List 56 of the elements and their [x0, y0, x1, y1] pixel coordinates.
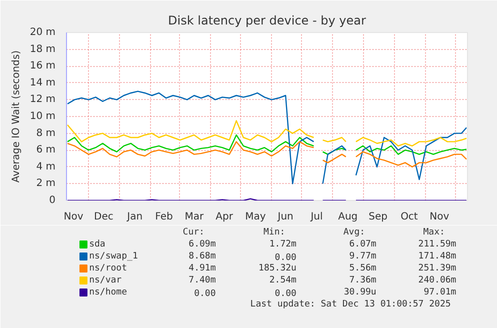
y-tick-label: 12 m [30, 94, 56, 106]
text: 8.68m [188, 252, 216, 262]
text: Cur: [182, 228, 204, 238]
y-tick-label: 2 m [36, 178, 56, 190]
x-tick-label: Sep [368, 212, 388, 222]
text: 6.07m [349, 240, 376, 250]
text: 0.00 [274, 253, 296, 263]
y-axis-title: Average IO Wait (seconds) [10, 50, 22, 183]
y-tick-label: 8 m [36, 128, 56, 139]
y-tick-label: 14 m [30, 77, 56, 88]
text: 7.40m [188, 276, 216, 286]
x-tick-label: Aug [338, 212, 358, 222]
y-tick-label: 6 m [36, 144, 56, 156]
x-tick-label: Apr [216, 212, 234, 222]
x-tick-label: Oct [400, 212, 418, 222]
y-tick-label: 10 m [30, 111, 56, 122]
text: 0.00 [274, 289, 296, 299]
x-tick-label: Feb [155, 212, 173, 222]
text: 0.00 [194, 289, 216, 299]
x-tick-label: Jan [126, 212, 143, 222]
x-tick-label: Jun [276, 212, 294, 222]
y-tick-label: 4 m [36, 161, 56, 172]
text: 251.39m [418, 264, 456, 274]
text: 97.01m [424, 288, 456, 298]
legend-label: ns/home [89, 288, 128, 298]
text: 4.91m [188, 264, 216, 274]
text: Avg: [343, 228, 366, 238]
y-tick-label: 18 m [30, 44, 56, 55]
text: 185.32u [258, 264, 296, 274]
y-tick-label: 20 m [30, 27, 56, 38]
text: 5.56m [349, 264, 376, 274]
text: 2.54m [269, 276, 296, 286]
x-tick-label: Jul [310, 212, 323, 222]
text: 240.06m [418, 276, 456, 286]
text: 171.48m [418, 252, 456, 262]
legend-label: ns/swap_1 [89, 252, 138, 262]
legend-label: ns/var [89, 276, 122, 286]
legend-label: ns/root [89, 264, 128, 274]
text: Min: [263, 228, 286, 238]
text: 7.36m [349, 276, 376, 286]
x-tick-label: Nov [430, 212, 450, 222]
text: 211.59m [418, 240, 456, 250]
y-tick-label: 0 [49, 195, 56, 206]
text: Max: [423, 228, 445, 238]
x-tick-label: May [245, 212, 266, 222]
y-tick-label: 16 m [30, 60, 56, 72]
text: Last update: Sat Dec 13 01:00:57 2025 [250, 300, 451, 310]
legend-label: sda [89, 240, 106, 250]
text: 30.99u [344, 288, 376, 298]
x-tick-label: Nov [64, 212, 84, 222]
text: 9.77m [349, 252, 376, 262]
x-tick-label: Mar [184, 212, 204, 222]
text: 1.72m [269, 240, 296, 250]
chart-title: Disk latency per device - by year [168, 14, 366, 28]
text: 6.09m [188, 240, 216, 250]
x-tick-label: Dec [94, 212, 114, 222]
